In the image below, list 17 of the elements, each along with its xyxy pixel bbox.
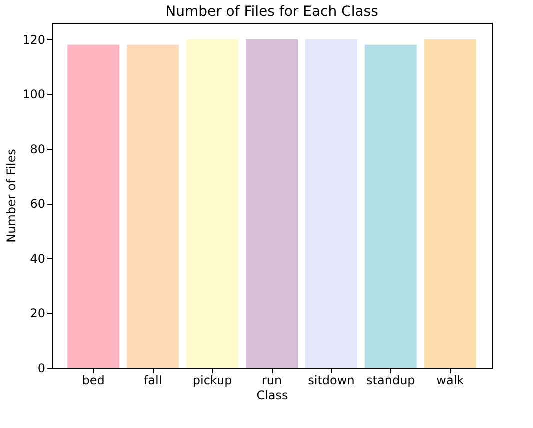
x-tick-label: walk	[436, 374, 464, 388]
chart-title: Number of Files for Each Class	[166, 4, 378, 20]
y-tick-label: 0	[38, 362, 46, 376]
x-tick-label: pickup	[192, 374, 232, 388]
y-tick-label: 60	[30, 197, 46, 212]
y-tick-label: 40	[30, 252, 46, 266]
y-tick-label: 20	[30, 306, 46, 321]
x-tick-label: sitdown	[308, 374, 355, 388]
y-tick-label: 100	[22, 88, 46, 102]
y-tick-label: 120	[22, 32, 46, 47]
x-tick-label: standup	[366, 374, 416, 388]
x-axis-title: Class	[256, 388, 288, 402]
x-tick-label: bed	[82, 374, 105, 388]
y-axis-title: Number of Files	[4, 149, 19, 243]
y-tick-label: 80	[30, 142, 46, 156]
x-tick-label: fall	[144, 374, 162, 388]
x-tick-label: run	[262, 374, 282, 388]
